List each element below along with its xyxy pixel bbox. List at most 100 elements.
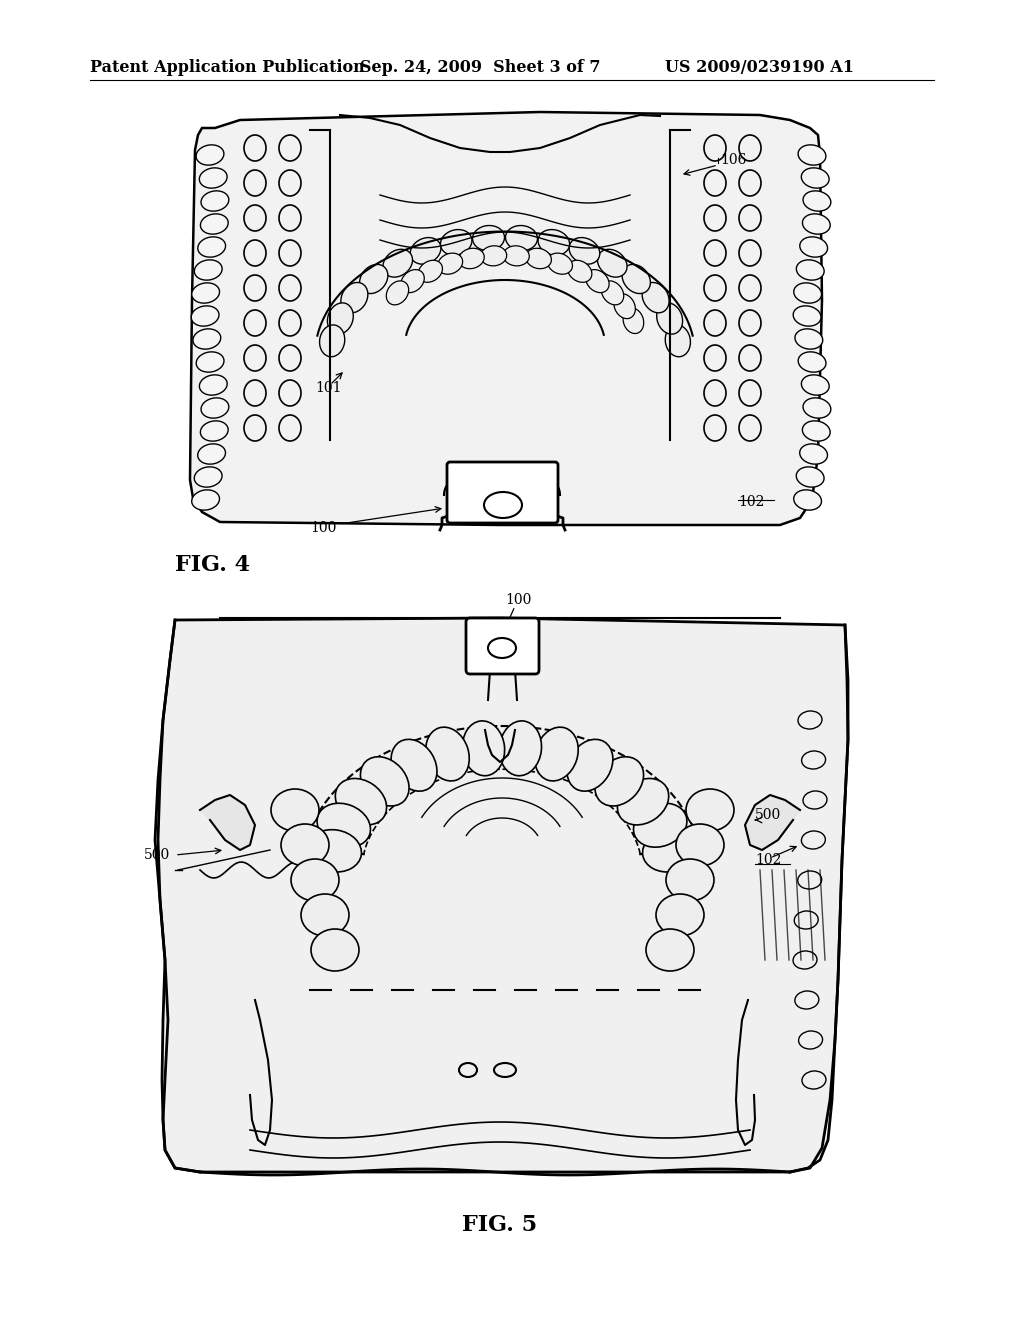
Ellipse shape	[335, 779, 387, 825]
Ellipse shape	[795, 329, 822, 350]
Ellipse shape	[311, 929, 359, 972]
Ellipse shape	[802, 751, 825, 770]
Ellipse shape	[360, 756, 409, 807]
Ellipse shape	[437, 253, 463, 275]
Ellipse shape	[803, 214, 830, 234]
Ellipse shape	[201, 191, 228, 211]
Ellipse shape	[197, 145, 224, 165]
Ellipse shape	[797, 260, 824, 280]
Ellipse shape	[386, 281, 409, 305]
Ellipse shape	[567, 260, 592, 282]
Ellipse shape	[803, 421, 830, 441]
Ellipse shape	[567, 739, 613, 791]
Ellipse shape	[597, 249, 627, 277]
Ellipse shape	[686, 789, 734, 832]
Text: 106: 106	[720, 153, 746, 168]
Ellipse shape	[623, 308, 644, 334]
Ellipse shape	[798, 711, 822, 729]
Polygon shape	[745, 795, 800, 850]
Ellipse shape	[642, 830, 697, 873]
Ellipse shape	[656, 302, 683, 334]
Ellipse shape	[803, 191, 830, 211]
Ellipse shape	[797, 467, 824, 487]
Ellipse shape	[319, 325, 345, 356]
Ellipse shape	[798, 871, 821, 890]
Text: 500: 500	[143, 847, 170, 862]
Ellipse shape	[595, 756, 643, 807]
Ellipse shape	[201, 397, 228, 418]
Ellipse shape	[548, 253, 572, 275]
Ellipse shape	[666, 325, 690, 356]
Ellipse shape	[418, 260, 442, 282]
Ellipse shape	[291, 859, 339, 902]
Ellipse shape	[614, 294, 635, 318]
Ellipse shape	[411, 238, 441, 264]
Ellipse shape	[800, 444, 827, 465]
Ellipse shape	[197, 352, 224, 372]
Ellipse shape	[191, 490, 219, 510]
Ellipse shape	[472, 226, 505, 251]
Ellipse shape	[400, 269, 424, 293]
Ellipse shape	[795, 991, 819, 1008]
Ellipse shape	[794, 490, 821, 510]
Ellipse shape	[195, 260, 222, 280]
Ellipse shape	[328, 302, 353, 334]
Ellipse shape	[676, 824, 724, 866]
Ellipse shape	[307, 830, 361, 873]
Ellipse shape	[634, 804, 687, 847]
Ellipse shape	[391, 739, 437, 791]
Ellipse shape	[463, 721, 505, 776]
Ellipse shape	[459, 248, 484, 269]
Ellipse shape	[525, 248, 551, 269]
Text: 500: 500	[755, 808, 781, 822]
Text: 100: 100	[310, 521, 336, 535]
Ellipse shape	[646, 929, 694, 972]
Ellipse shape	[504, 246, 529, 265]
Ellipse shape	[617, 779, 669, 825]
Text: 102: 102	[738, 495, 764, 510]
Ellipse shape	[341, 282, 368, 313]
Text: 102: 102	[755, 853, 781, 867]
Ellipse shape	[200, 168, 227, 189]
Ellipse shape	[200, 375, 227, 395]
Text: Sep. 24, 2009  Sheet 3 of 7: Sep. 24, 2009 Sheet 3 of 7	[359, 59, 600, 77]
Ellipse shape	[798, 352, 826, 372]
Ellipse shape	[191, 306, 219, 326]
Ellipse shape	[193, 329, 221, 350]
Ellipse shape	[794, 282, 821, 304]
Ellipse shape	[198, 444, 225, 465]
Ellipse shape	[798, 145, 826, 165]
Ellipse shape	[569, 238, 600, 264]
Ellipse shape	[440, 230, 472, 255]
Ellipse shape	[301, 894, 349, 936]
Ellipse shape	[538, 230, 569, 255]
Text: FIG. 5: FIG. 5	[463, 1214, 538, 1236]
FancyBboxPatch shape	[466, 618, 539, 675]
Ellipse shape	[506, 226, 538, 251]
Ellipse shape	[799, 1031, 822, 1049]
Text: FIG. 4: FIG. 4	[175, 554, 250, 576]
Text: Patent Application Publication: Patent Application Publication	[90, 59, 365, 77]
Ellipse shape	[800, 236, 827, 257]
Ellipse shape	[586, 269, 609, 293]
Ellipse shape	[317, 804, 371, 847]
Ellipse shape	[666, 859, 714, 902]
Ellipse shape	[535, 727, 579, 781]
Text: 100: 100	[505, 593, 531, 607]
Ellipse shape	[500, 721, 542, 776]
Ellipse shape	[802, 168, 829, 189]
Ellipse shape	[656, 894, 705, 936]
Ellipse shape	[795, 911, 818, 929]
Ellipse shape	[201, 214, 228, 234]
Ellipse shape	[642, 282, 669, 313]
FancyBboxPatch shape	[447, 462, 558, 523]
Ellipse shape	[803, 397, 830, 418]
Ellipse shape	[198, 236, 225, 257]
Ellipse shape	[803, 791, 827, 809]
Ellipse shape	[793, 950, 817, 969]
Polygon shape	[155, 618, 848, 1172]
Ellipse shape	[195, 467, 222, 487]
Ellipse shape	[794, 306, 821, 326]
Text: 105: 105	[462, 477, 488, 490]
Ellipse shape	[271, 789, 319, 832]
